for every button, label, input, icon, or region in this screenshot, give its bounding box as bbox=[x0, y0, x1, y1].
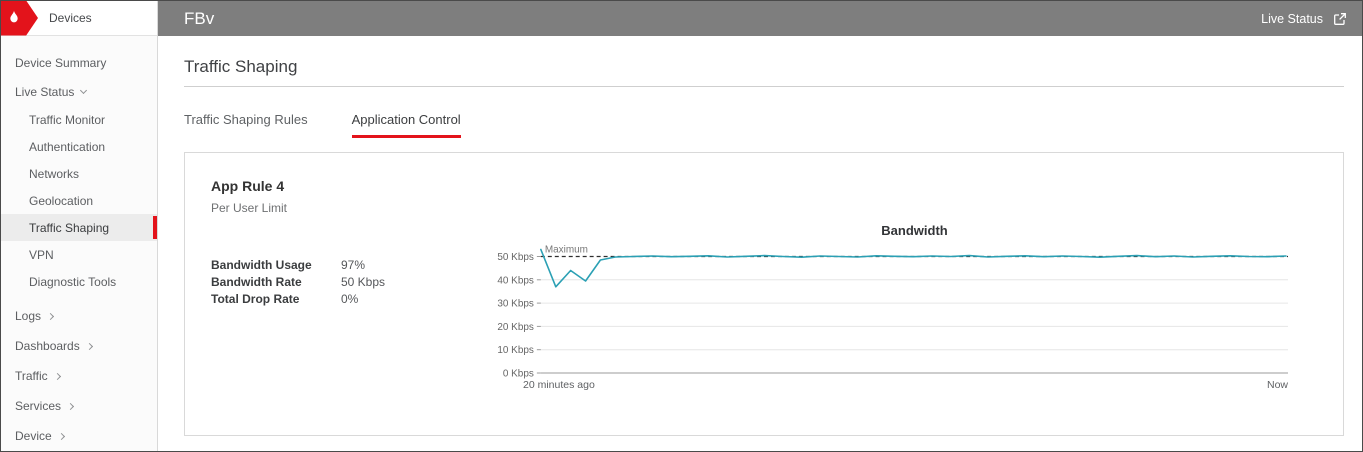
chevron-right-icon bbox=[85, 342, 93, 350]
stat-row-bandwidth-usage: Bandwidth Usage 97% bbox=[211, 258, 366, 272]
bandwidth-rate-value: 50 Kbps bbox=[341, 275, 386, 289]
chevron-right-icon bbox=[57, 432, 65, 440]
y-tick-label: 0 Kbps bbox=[503, 368, 534, 379]
sidebar-item-services[interactable]: Services bbox=[1, 391, 157, 421]
bandwidth-series-line bbox=[540, 248, 1287, 288]
sidebar-item-traffic-monitor[interactable]: Traffic Monitor bbox=[29, 112, 106, 127]
sidebar-item-geolocation[interactable]: Geolocation bbox=[29, 193, 94, 208]
chevron-right-icon bbox=[46, 312, 55, 320]
rule-name: App Rule 4 bbox=[211, 178, 285, 194]
live-status-link[interactable]: Live Status bbox=[1261, 11, 1348, 27]
chevron-down-icon bbox=[80, 86, 88, 94]
x-label-left: 20 minutes ago bbox=[523, 379, 595, 391]
sidebar-item-diagnostic-tools[interactable]: Diagnostic Tools bbox=[29, 274, 117, 289]
sidebar: Devices Device Summary Live Status Traff… bbox=[1, 1, 158, 451]
y-tick-label: 20 Kbps bbox=[497, 322, 534, 333]
chevron-right-icon bbox=[53, 372, 61, 380]
sidebar-item-vpn[interactable]: VPN bbox=[29, 247, 54, 262]
chevron-right-icon bbox=[66, 402, 75, 410]
stat-row-bandwidth-rate: Bandwidth Rate 50 Kbps bbox=[211, 275, 386, 289]
sidebar-item-authentication[interactable]: Authentication bbox=[29, 139, 106, 154]
sidebar-sections: Logs Dashboards Traffic Services Device bbox=[1, 301, 157, 451]
rule-stats: Bandwidth Usage 97% Bandwidth Rate 50 Kb… bbox=[211, 259, 501, 306]
external-link-icon bbox=[1334, 12, 1346, 25]
y-tick-label: 30 Kbps bbox=[497, 299, 534, 310]
y-tick-label: 10 Kbps bbox=[497, 345, 534, 356]
rule-info-panel: App Rule 4 Per User Limit Bandwidth Usag… bbox=[185, 153, 501, 435]
sidebar-item-traffic[interactable]: Traffic bbox=[1, 361, 157, 391]
page-title: Traffic Shaping bbox=[184, 57, 298, 76]
sidebar-item-device-summary[interactable]: Device Summary bbox=[15, 55, 107, 70]
brand-flame-logo bbox=[1, 1, 38, 36]
sidebar-item-device[interactable]: Device bbox=[1, 421, 157, 451]
x-label-right: Now bbox=[1266, 379, 1288, 391]
sidebar-item-networks[interactable]: Networks bbox=[29, 166, 80, 181]
bandwidth-chart-panel: Bandwidth 0 Kbps 10 Kbps 20 Kbps 30 Kbps 40 … bbox=[497, 153, 1343, 435]
sidebar-nav: Device Summary Live Status Traffic Monit… bbox=[1, 36, 157, 451]
sidebar-item-live-status[interactable]: Live Status bbox=[1, 77, 157, 106]
stat-row-total-drop-rate: Total Drop Rate 0% bbox=[211, 292, 359, 306]
title-divider bbox=[184, 86, 1344, 87]
main-panel: FBv Live Status Traffic Shaping Traffic … bbox=[158, 1, 1362, 451]
chart-title: Bandwidth bbox=[881, 223, 948, 238]
rule-subtitle: Per User Limit bbox=[211, 201, 288, 215]
total-drop-rate-value: 0% bbox=[341, 292, 359, 306]
tab-application-control[interactable]: Application Control bbox=[351, 112, 461, 138]
sidebar-item-logs[interactable]: Logs bbox=[1, 301, 157, 331]
topbar: FBv Live Status bbox=[158, 1, 1362, 36]
y-tick-label: 50 Kbps bbox=[497, 252, 534, 263]
flame-icon bbox=[10, 10, 18, 26]
chart-x-axis-labels: 20 minutes ago Now bbox=[501, 379, 1288, 391]
sidebar-item-traffic-shaping[interactable]: Traffic Shaping bbox=[1, 214, 157, 241]
tab-bar: Traffic Shaping Rules Application Contro… bbox=[184, 112, 1344, 138]
bandwidth-chart-svg: 0 Kbps 10 Kbps 20 Kbps 30 Kbps 40 Kbps 50 Kbp… bbox=[497, 244, 1288, 380]
y-tick-label: 40 Kbps bbox=[497, 275, 534, 286]
bandwidth-usage-value: 97% bbox=[341, 258, 366, 272]
content-area: Traffic Shaping Traffic Shaping Rules Ap… bbox=[158, 36, 1362, 436]
tab-traffic-shaping-rules[interactable]: Traffic Shaping Rules bbox=[184, 112, 308, 127]
maximum-line-label: Maximum bbox=[545, 244, 588, 255]
sidebar-header: Devices bbox=[1, 1, 157, 36]
device-title: FBv bbox=[184, 8, 215, 28]
sidebar-title: Devices bbox=[49, 11, 92, 25]
app-rule-card: App Rule 4 Per User Limit Bandwidth Usag… bbox=[184, 152, 1344, 436]
sidebar-item-dashboards[interactable]: Dashboards bbox=[1, 331, 157, 361]
